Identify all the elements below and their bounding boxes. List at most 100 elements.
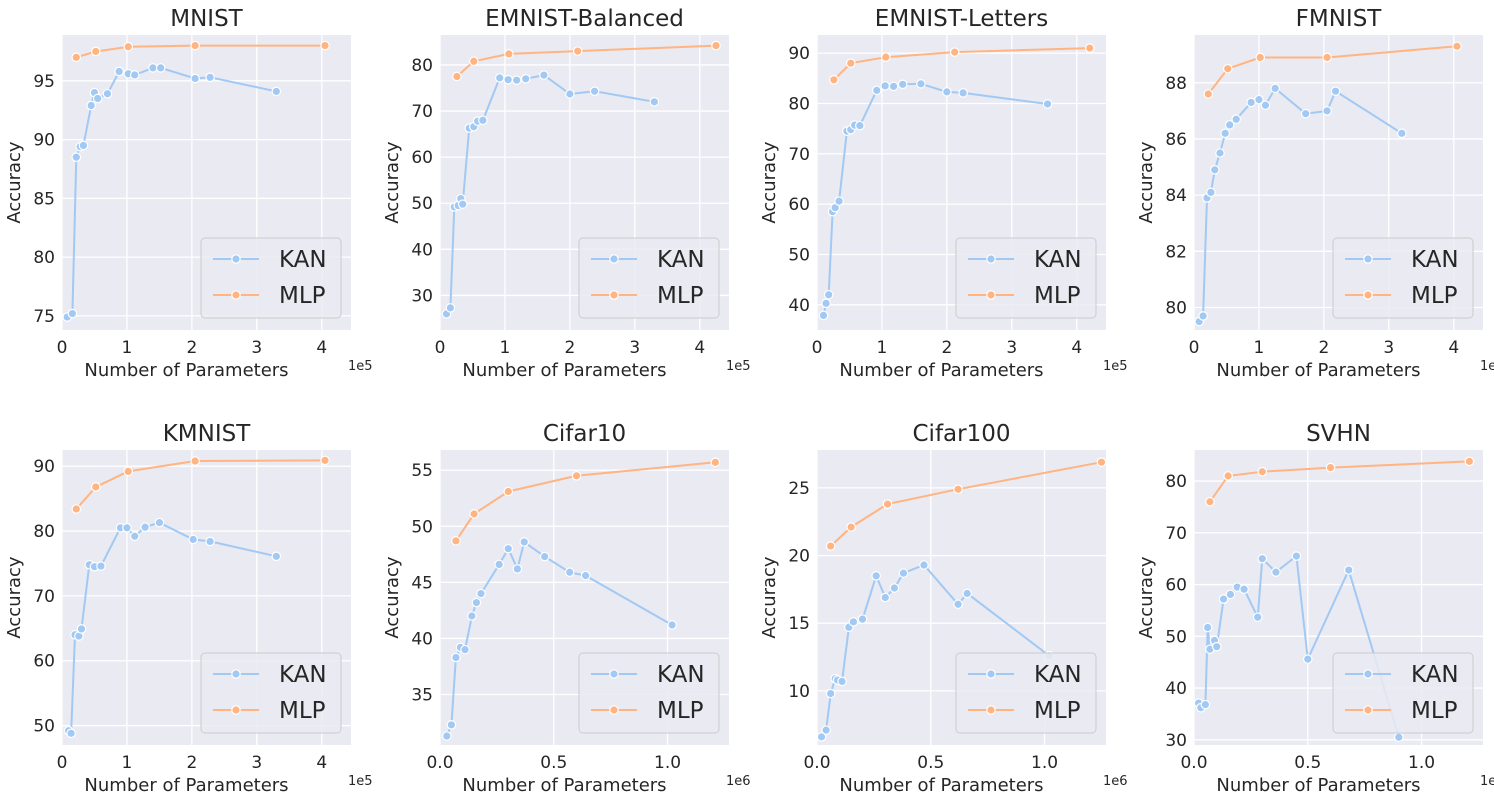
y-tick-label: 80 bbox=[1165, 472, 1187, 492]
data-point-mlp bbox=[503, 486, 514, 497]
data-point-kan bbox=[821, 725, 831, 735]
data-point-kan bbox=[837, 676, 847, 687]
data-point-kan bbox=[539, 551, 550, 562]
data-point-kan bbox=[897, 79, 908, 90]
data-point-mlp bbox=[845, 58, 856, 68]
data-point-mlp bbox=[320, 40, 330, 51]
y-tick-label: 88 bbox=[1165, 74, 1187, 94]
data-point-mlp bbox=[123, 41, 134, 52]
legend: KAN MLP bbox=[955, 652, 1097, 734]
data-point-kan bbox=[825, 688, 836, 699]
data-point-mlp bbox=[1322, 52, 1332, 63]
data-point-kan bbox=[122, 523, 132, 533]
data-point-kan bbox=[451, 652, 461, 663]
data-point-mlp bbox=[1084, 43, 1095, 53]
chart-panel-5: 0 1 2 3 4 50 60 70 80 90 KMNIST Number of Parameter… bbox=[4, 421, 373, 796]
x-tick-label: 4 bbox=[694, 338, 705, 358]
data-point-mlp bbox=[71, 504, 82, 514]
data-point-mlp bbox=[1203, 89, 1214, 99]
legend-marker-mlp bbox=[986, 705, 996, 715]
legend-marker-mlp bbox=[1363, 705, 1373, 715]
data-point-kan bbox=[942, 87, 952, 97]
y-tick-label: 40 bbox=[411, 240, 433, 260]
data-point-kan bbox=[667, 620, 677, 630]
y-tick-label: 90 bbox=[788, 44, 810, 64]
data-point-kan bbox=[1252, 612, 1263, 622]
y-axis-label: Accuracy bbox=[382, 556, 403, 639]
legend-label-mlp: MLP bbox=[1034, 698, 1081, 724]
legend-label-kan: KAN bbox=[657, 662, 705, 688]
data-point-kan bbox=[818, 310, 829, 321]
y-axis-label: Accuracy bbox=[4, 141, 25, 224]
legend-label-mlp: MLP bbox=[657, 283, 704, 309]
legend-marker-kan bbox=[609, 254, 619, 264]
legend-label-kan: KAN bbox=[1034, 247, 1082, 273]
x-axis-label: Number of Parameters bbox=[1216, 360, 1420, 381]
y-tick-label: 50 bbox=[788, 245, 810, 265]
data-point-kan bbox=[962, 588, 972, 599]
y-tick-label: 70 bbox=[788, 145, 810, 165]
x-tick-label: 1 bbox=[1254, 338, 1265, 358]
x-axis-label: Number of Parameters bbox=[839, 775, 1043, 796]
data-point-kan bbox=[71, 152, 82, 163]
x-tick-label: 1 bbox=[122, 753, 133, 773]
legend-label-mlp: MLP bbox=[1411, 698, 1458, 724]
legend-marker-mlp bbox=[609, 705, 619, 715]
data-point-mlp bbox=[1205, 496, 1215, 507]
series-layer bbox=[63, 455, 330, 739]
x-axis-offset-label: 1e5 bbox=[1103, 359, 1128, 374]
legend-label-mlp: MLP bbox=[1034, 283, 1081, 309]
y-tick-label: 90 bbox=[33, 131, 55, 151]
chart-title: KMNIST bbox=[163, 421, 252, 447]
data-point-mlp bbox=[829, 75, 839, 85]
data-point-kan bbox=[1218, 594, 1229, 604]
chart-title: SVHN bbox=[1306, 421, 1371, 447]
y-tick-label: 45 bbox=[411, 573, 433, 593]
data-point-mlp bbox=[1464, 456, 1475, 467]
data-point-kan bbox=[67, 308, 78, 319]
data-point-kan bbox=[271, 86, 282, 97]
series-layer bbox=[441, 40, 721, 319]
series-layer bbox=[1194, 41, 1462, 327]
data-point-kan bbox=[1397, 128, 1407, 139]
y-tick-label: 50 bbox=[33, 717, 55, 737]
data-point-kan bbox=[1271, 567, 1281, 577]
data-point-mlp bbox=[881, 52, 891, 62]
data-point-mlp bbox=[846, 522, 856, 532]
chart-panel-2: 0 1 2 3 4 30 40 50 60 70 80 EMNIST-Balanced Number o… bbox=[382, 6, 751, 381]
data-point-mlp bbox=[571, 470, 582, 481]
data-point-kan bbox=[871, 85, 882, 96]
x-axis-label: Number of Parameters bbox=[1216, 775, 1420, 796]
data-point-kan bbox=[1291, 551, 1302, 561]
y-tick-label: 60 bbox=[788, 195, 810, 215]
y-tick-label: 70 bbox=[411, 102, 433, 122]
y-tick-label: 50 bbox=[411, 194, 433, 214]
chart-panel-6: 0.0 0.5 1.0 35 40 45 50 55 Cifar10 Number of Para… bbox=[382, 421, 751, 796]
x-tick-label: 3 bbox=[251, 753, 262, 773]
data-point-kan bbox=[1322, 106, 1332, 116]
legend-marker-kan bbox=[609, 669, 619, 679]
x-tick-label: 1.0 bbox=[1031, 753, 1058, 773]
x-axis-label: Number of Parameters bbox=[84, 775, 288, 796]
chart-panel-4: 0 1 2 3 4 80 82 84 86 88 FMNIST Number of Parameter… bbox=[1136, 6, 1494, 381]
data-point-kan bbox=[460, 644, 470, 655]
data-point-kan bbox=[66, 728, 76, 739]
legend-label-mlp: MLP bbox=[1411, 283, 1458, 309]
data-point-kan bbox=[1215, 148, 1225, 158]
y-tick-label: 90 bbox=[33, 457, 55, 477]
y-axis-label: Accuracy bbox=[4, 556, 25, 639]
series-layer bbox=[1194, 456, 1475, 743]
x-tick-label: 0 bbox=[435, 338, 446, 358]
data-point-mlp bbox=[1096, 457, 1106, 467]
data-point-kan bbox=[86, 100, 97, 111]
data-point-mlp bbox=[452, 71, 462, 82]
x-tick-label: 3 bbox=[629, 338, 640, 358]
y-tick-label: 85 bbox=[33, 189, 55, 209]
x-tick-label: 1.0 bbox=[1408, 753, 1435, 773]
data-point-kan bbox=[205, 72, 215, 83]
x-tick-label: 2 bbox=[186, 753, 197, 773]
data-point-kan bbox=[92, 93, 103, 104]
data-point-kan bbox=[114, 66, 124, 77]
chart-panel-3: 0 1 2 3 4 40 50 60 70 80 90 EMNIST-Letters Number of… bbox=[759, 6, 1128, 381]
data-point-kan bbox=[478, 115, 488, 126]
